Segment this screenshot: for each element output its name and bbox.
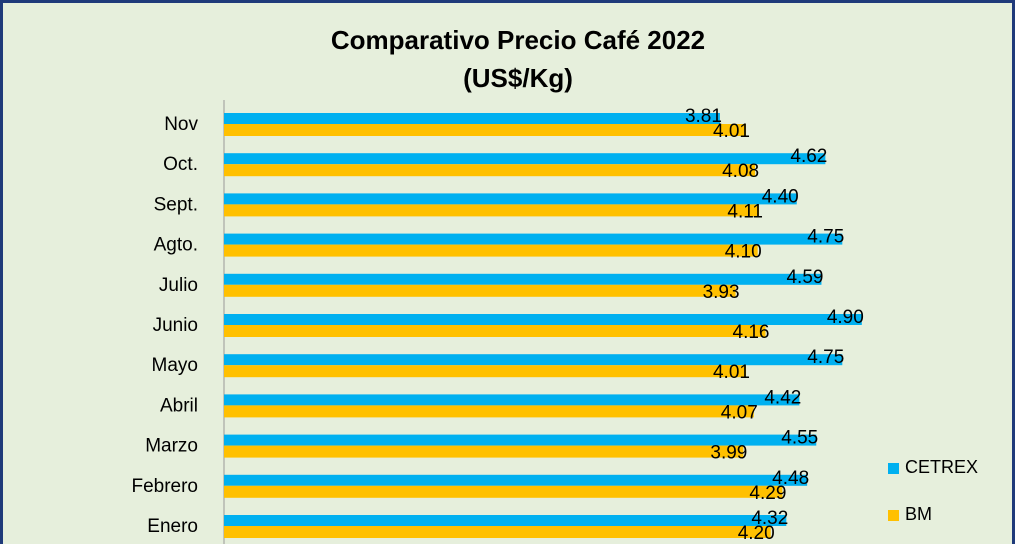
bar bbox=[224, 325, 766, 337]
bar bbox=[224, 164, 756, 177]
data-label: 4.32 bbox=[751, 508, 788, 529]
data-label: 4.20 bbox=[738, 523, 775, 544]
bar bbox=[224, 113, 720, 124]
bar bbox=[224, 526, 771, 538]
data-label: 4.62 bbox=[790, 146, 827, 167]
data-label: 4.01 bbox=[713, 121, 750, 142]
data-label: 3.81 bbox=[685, 106, 722, 127]
data-label: 4.42 bbox=[764, 387, 801, 408]
bar bbox=[224, 365, 746, 378]
y-tick-label: Agto. bbox=[154, 235, 198, 256]
data-label: 4.11 bbox=[727, 201, 763, 222]
data-label: 4.75 bbox=[807, 347, 844, 368]
y-tick-label: Marzo bbox=[145, 436, 198, 457]
y-tick-label: Nov bbox=[164, 114, 198, 135]
y-tick-label: Julio bbox=[159, 275, 198, 296]
y-tick-label: Oct. bbox=[163, 154, 198, 175]
legend-label: BM bbox=[905, 504, 932, 524]
data-label: 4.01 bbox=[713, 362, 750, 383]
data-label: 4.90 bbox=[827, 307, 864, 328]
bar bbox=[224, 515, 787, 526]
bar bbox=[224, 434, 817, 446]
bar bbox=[224, 314, 862, 325]
y-tick-label: Sept. bbox=[154, 194, 198, 215]
bar bbox=[224, 284, 736, 297]
bar bbox=[224, 244, 758, 257]
bar bbox=[224, 354, 843, 366]
bar bbox=[224, 124, 746, 136]
bar bbox=[224, 394, 800, 406]
chart-title: Comparativo Precio Café 2022 bbox=[331, 25, 705, 55]
bar bbox=[224, 153, 826, 165]
data-label: 4.16 bbox=[733, 322, 770, 343]
chart-subtitle: (US$/Kg) bbox=[463, 63, 573, 93]
bar bbox=[224, 474, 808, 486]
legend-swatch bbox=[888, 463, 899, 474]
bar bbox=[224, 233, 843, 245]
legend-swatch bbox=[888, 510, 899, 521]
y-tick-label: Junio bbox=[153, 315, 198, 336]
legend-label: CETREX bbox=[905, 457, 978, 477]
data-label: 4.08 bbox=[722, 161, 759, 182]
y-tick-label: Enero bbox=[147, 516, 198, 537]
y-tick-label: Mayo bbox=[152, 355, 198, 376]
y-tick-label: Abril bbox=[160, 395, 198, 416]
data-label: 4.07 bbox=[721, 402, 758, 423]
bar bbox=[224, 405, 754, 418]
data-label: 3.93 bbox=[703, 282, 740, 303]
y-tick-label: Febrero bbox=[131, 476, 198, 497]
data-label: 4.55 bbox=[781, 428, 818, 449]
data-label: 4.59 bbox=[786, 267, 823, 288]
data-label: 4.29 bbox=[749, 483, 786, 504]
data-label: 4.40 bbox=[762, 186, 799, 207]
data-label: 4.75 bbox=[807, 227, 844, 248]
data-label: 4.10 bbox=[725, 242, 762, 263]
bar bbox=[224, 445, 744, 458]
bar bbox=[224, 204, 759, 217]
data-label: 3.99 bbox=[710, 443, 747, 464]
bar bbox=[224, 485, 783, 498]
bar bbox=[224, 193, 797, 205]
bar bbox=[224, 273, 822, 285]
data-label: 4.48 bbox=[772, 468, 809, 489]
